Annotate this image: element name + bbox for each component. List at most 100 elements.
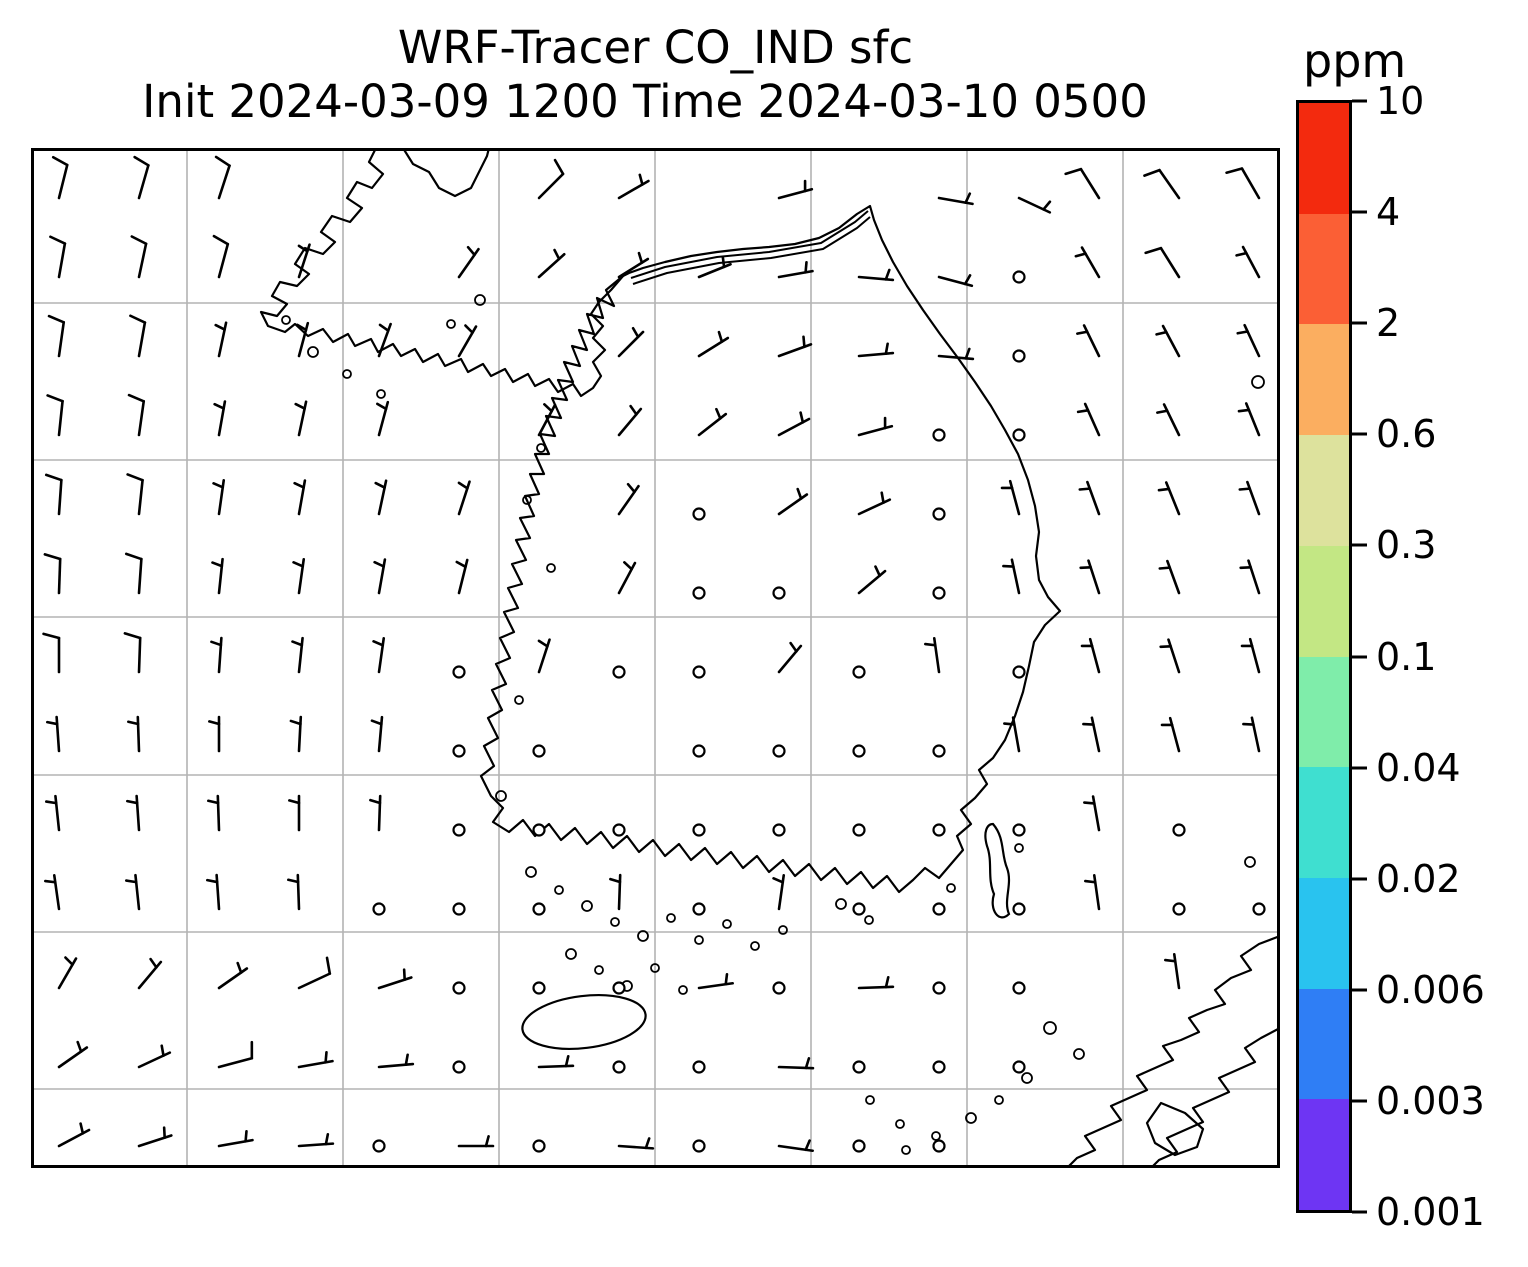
wind-barb-staff bbox=[1080, 246, 1101, 279]
coastline-tsushima-island bbox=[984, 822, 1011, 919]
colorbar-tick-mark bbox=[1352, 655, 1367, 658]
wind-barb-tick bbox=[47, 314, 66, 324]
calm-wind-circle bbox=[532, 744, 546, 758]
wind-barb-staff bbox=[1082, 324, 1101, 358]
wind-barb-tick bbox=[1242, 722, 1255, 726]
wind-barb-staff bbox=[1083, 402, 1101, 437]
calm-wind-circle bbox=[452, 1060, 466, 1074]
wind-barb-tick bbox=[373, 560, 385, 568]
wind-barb-tick bbox=[1144, 246, 1163, 255]
wind-barb-tick bbox=[289, 719, 302, 726]
wind-barb-staff bbox=[297, 1059, 334, 1069]
wind-barb-tick bbox=[543, 403, 553, 413]
wind-barb-staff bbox=[457, 325, 478, 358]
wind-barb-tick bbox=[125, 879, 138, 884]
wind-barb-tick bbox=[126, 799, 139, 805]
calm-wind-circle bbox=[692, 1139, 706, 1153]
wind-barb-tick bbox=[1237, 408, 1251, 413]
wind-barb-tick bbox=[369, 798, 382, 805]
wind-barb-tick bbox=[49, 235, 67, 245]
wind-barb-tick bbox=[715, 407, 722, 420]
calm-wind-circle bbox=[932, 744, 946, 758]
wind-barb-staff bbox=[57, 399, 64, 437]
wind-barb-tick bbox=[772, 877, 785, 884]
wind-barb-tick bbox=[1236, 330, 1249, 335]
wind-barb-staff bbox=[134, 873, 141, 911]
wind-barb-tick bbox=[212, 234, 230, 246]
wind-barb-tick bbox=[287, 878, 300, 884]
wind-barb-staff bbox=[1088, 637, 1101, 674]
wind-barb-staff bbox=[1166, 559, 1181, 595]
colorbar-unit-label: ppm bbox=[1303, 34, 1407, 88]
colorbar-tick-label: 0.3 bbox=[1376, 523, 1437, 568]
map-svg bbox=[31, 148, 1280, 1168]
colorbar-tick-label: 0.1 bbox=[1376, 634, 1437, 679]
wind-barb-staff bbox=[57, 321, 66, 358]
colorbar-segment bbox=[1299, 656, 1349, 768]
calm-wind-circle bbox=[1012, 1060, 1026, 1074]
colorbar-segment bbox=[1299, 435, 1349, 546]
coastline-japan bbox=[1065, 934, 1280, 1168]
wind-barb-staff bbox=[217, 164, 231, 200]
calm-wind-circle bbox=[612, 665, 626, 679]
wind-barb-tick bbox=[404, 1053, 409, 1066]
coastline-south-korea bbox=[479, 204, 1062, 894]
wind-barb-tick bbox=[51, 155, 69, 167]
wind-barb-tick bbox=[46, 720, 59, 726]
wind-barb-staff bbox=[137, 636, 142, 674]
wind-barb-tick bbox=[804, 261, 808, 274]
wind-barb-tick bbox=[553, 248, 561, 261]
colorbar-bar bbox=[1296, 100, 1352, 1213]
wind-barb-staff bbox=[57, 1046, 89, 1069]
wind-barb-staff bbox=[537, 172, 565, 200]
wind-barb-staff bbox=[857, 351, 895, 358]
wind-barb-staff bbox=[296, 873, 301, 911]
wind-barb-tick bbox=[637, 251, 644, 264]
wind-barb-staff bbox=[1164, 481, 1181, 516]
colorbar-tick-label: 0.02 bbox=[1376, 856, 1461, 901]
wind-barb-tick bbox=[644, 1137, 651, 1150]
wind-barb-tick bbox=[207, 799, 220, 805]
wind-barb-staff bbox=[137, 400, 146, 437]
wind-barb-tick bbox=[149, 957, 158, 969]
wind-barb-tick bbox=[626, 482, 636, 494]
wind-barb-tick bbox=[76, 1040, 83, 1053]
wind-barb-tick bbox=[1238, 487, 1252, 491]
wind-barb-staff bbox=[537, 1064, 575, 1069]
calm-wind-circle bbox=[932, 1139, 946, 1153]
calm-wind-circle bbox=[692, 665, 706, 679]
wind-barb-staff bbox=[377, 794, 382, 832]
wind-barb-staff bbox=[697, 981, 734, 990]
wind-barb-staff bbox=[1159, 246, 1181, 279]
wind-barb-staff bbox=[697, 412, 728, 437]
wind-barb-tick bbox=[724, 973, 729, 986]
wind-barb-tick bbox=[1076, 409, 1090, 414]
colorbar-segment bbox=[1299, 877, 1349, 989]
wind-barb-tick bbox=[717, 330, 724, 343]
wind-barb-tick bbox=[45, 800, 58, 805]
calm-wind-circle bbox=[932, 586, 946, 600]
wind-barb-tick bbox=[162, 1126, 166, 1139]
wind-barb-staff bbox=[217, 1138, 254, 1148]
wind-barb-staff bbox=[617, 484, 640, 516]
wind-barb-tick bbox=[291, 640, 304, 647]
wind-barb-tick bbox=[42, 632, 61, 640]
calm-wind-circle bbox=[532, 902, 546, 916]
dmz-boundary-lines bbox=[630, 210, 871, 285]
small-islands bbox=[281, 294, 1265, 1155]
wind-barb-tick bbox=[789, 641, 798, 653]
gridlines bbox=[31, 148, 1280, 1168]
wind-barb-staff bbox=[137, 242, 148, 279]
calm-wind-circle bbox=[1012, 981, 1026, 995]
wind-barb-tick bbox=[206, 878, 219, 884]
wind-barb-staff bbox=[137, 1051, 172, 1069]
calm-wind-circle bbox=[1012, 428, 1026, 442]
wind-barb-staff bbox=[777, 343, 813, 358]
colorbar-ticks: 10 4 2 0.6 0.3 0.1 0.04 0.02 0.006 0.003 0.001 bbox=[1352, 79, 1528, 1234]
calm-wind-circle bbox=[372, 902, 386, 916]
wind-barb-staff bbox=[377, 976, 413, 990]
calm-wind-circle bbox=[452, 823, 466, 837]
calm-wind-circle bbox=[852, 902, 866, 916]
wind-barb-tick bbox=[804, 1057, 811, 1070]
wind-barb-staff bbox=[57, 557, 62, 595]
